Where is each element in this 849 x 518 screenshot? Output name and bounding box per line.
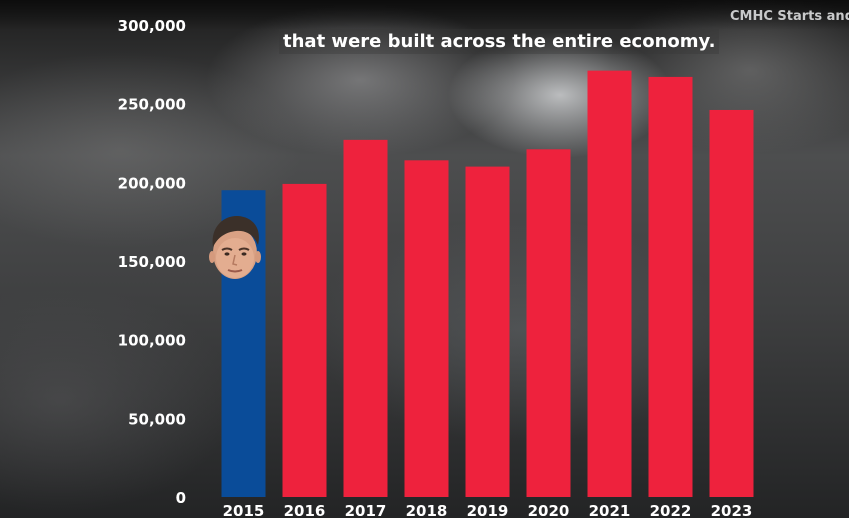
top-shade — [0, 0, 849, 30]
bar-2019 — [465, 166, 510, 497]
y-tick-label: 100,000 — [118, 332, 186, 350]
x-tick-label: 2022 — [650, 502, 692, 518]
subtitle-caption: that were built across the entire econom… — [279, 29, 720, 54]
bar-2017 — [343, 139, 388, 497]
x-tick-label: 2021 — [589, 502, 631, 518]
bar-2018 — [404, 160, 449, 497]
bars — [221, 70, 754, 498]
y-tick-label: 50,000 — [128, 410, 186, 428]
bar-2020 — [526, 149, 571, 497]
x-tick-label: 2017 — [345, 502, 387, 518]
politician-face-icon — [206, 213, 264, 281]
x-axis-ticks: 2015 2016 2017 2018 2019 2020 2021 2022 2023 — [223, 502, 753, 518]
x-tick-label: 2015 — [223, 502, 265, 518]
y-axis-ticks: 0 50,000 100,000 150,000 200,000 250,000 300,0… — [118, 17, 186, 507]
y-tick-label: 250,000 — [118, 96, 186, 114]
y-tick-label: 200,000 — [118, 174, 186, 192]
y-tick-label: 150,000 — [118, 253, 186, 271]
x-tick-label: 2019 — [467, 502, 509, 518]
x-tick-label: 2023 — [711, 502, 753, 518]
bar-2021 — [587, 70, 632, 498]
bar-2016 — [282, 183, 327, 497]
y-tick-label: 300,000 — [118, 17, 186, 35]
bar-2023 — [709, 109, 754, 498]
x-tick-label: 2018 — [406, 502, 448, 518]
x-tick-label: 2020 — [528, 502, 570, 518]
bar-2022 — [648, 76, 693, 498]
x-tick-label: 2016 — [284, 502, 326, 518]
source-label: CMHC Starts and C — [730, 9, 849, 24]
y-tick-label: 0 — [176, 489, 186, 507]
